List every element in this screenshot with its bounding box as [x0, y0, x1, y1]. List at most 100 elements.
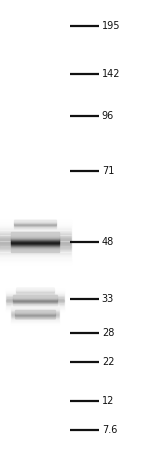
Bar: [0, 238, 71, 239]
Bar: [11, 250, 59, 251]
Bar: [11, 241, 59, 242]
Bar: [11, 234, 59, 235]
Bar: [11, 245, 59, 246]
Bar: [11, 247, 59, 248]
Text: 33: 33: [102, 294, 114, 304]
Bar: [6, 300, 64, 301]
Bar: [0, 218, 71, 220]
Bar: [6, 304, 64, 305]
Bar: [0, 262, 71, 264]
Bar: [11, 248, 59, 249]
Text: 71: 71: [102, 166, 114, 176]
Bar: [0, 228, 71, 229]
Bar: [11, 238, 59, 239]
Bar: [11, 309, 59, 310]
Bar: [0, 229, 71, 231]
Bar: [11, 244, 59, 245]
Bar: [11, 308, 59, 309]
Bar: [11, 232, 59, 233]
Bar: [6, 303, 64, 304]
Bar: [0, 253, 71, 254]
Bar: [0, 247, 71, 249]
Bar: [6, 289, 64, 290]
Text: 12: 12: [102, 396, 114, 407]
Bar: [11, 310, 59, 311]
Bar: [0, 255, 71, 256]
Bar: [0, 234, 71, 236]
Bar: [11, 317, 59, 318]
Bar: [6, 311, 64, 312]
Bar: [6, 297, 64, 298]
Bar: [11, 318, 59, 319]
Bar: [0, 244, 71, 245]
Bar: [0, 245, 71, 247]
Bar: [6, 309, 64, 310]
Bar: [0, 256, 71, 257]
Bar: [11, 311, 59, 312]
Bar: [6, 306, 64, 307]
Text: 195: 195: [102, 21, 120, 31]
Bar: [6, 293, 64, 294]
Text: 7.6: 7.6: [102, 425, 117, 435]
Bar: [11, 249, 59, 250]
Bar: [0, 239, 71, 240]
Bar: [0, 261, 71, 262]
Bar: [0, 233, 71, 234]
Bar: [0, 251, 71, 253]
Bar: [11, 322, 59, 323]
Bar: [0, 243, 71, 244]
Bar: [11, 313, 59, 314]
Bar: [0, 236, 71, 237]
Bar: [11, 320, 59, 321]
Bar: [0, 223, 71, 225]
Bar: [11, 304, 59, 305]
Bar: [0, 227, 71, 228]
Text: 96: 96: [102, 111, 114, 122]
Bar: [6, 294, 64, 295]
Bar: [6, 291, 64, 292]
Bar: [0, 217, 71, 219]
Bar: [11, 237, 59, 238]
Bar: [0, 264, 71, 265]
Bar: [0, 259, 71, 260]
Bar: [0, 220, 71, 221]
Bar: [11, 242, 59, 243]
Bar: [11, 315, 59, 316]
Bar: [0, 257, 71, 259]
Bar: [0, 260, 71, 261]
Bar: [11, 305, 59, 306]
Bar: [0, 221, 71, 222]
Bar: [0, 226, 71, 227]
Bar: [11, 240, 59, 241]
Bar: [6, 288, 64, 289]
Bar: [11, 307, 59, 308]
Bar: [6, 292, 64, 293]
Bar: [6, 308, 64, 309]
Bar: [11, 246, 59, 247]
Bar: [11, 239, 59, 240]
Bar: [11, 312, 59, 313]
Bar: [0, 232, 71, 233]
Bar: [11, 251, 59, 252]
Bar: [11, 323, 59, 324]
Bar: [11, 321, 59, 322]
Bar: [11, 316, 59, 317]
Bar: [11, 233, 59, 234]
Bar: [0, 265, 71, 266]
Bar: [6, 299, 64, 300]
Bar: [11, 242, 59, 243]
Bar: [0, 247, 71, 248]
Bar: [0, 240, 71, 242]
Bar: [11, 319, 59, 320]
Bar: [6, 295, 64, 296]
Bar: [11, 236, 59, 237]
Bar: [0, 237, 71, 238]
Bar: [11, 243, 59, 244]
Bar: [0, 231, 71, 232]
Bar: [0, 254, 71, 255]
Bar: [0, 250, 71, 251]
Bar: [11, 314, 59, 315]
Bar: [6, 305, 64, 306]
Bar: [6, 310, 64, 311]
Bar: [6, 298, 64, 299]
